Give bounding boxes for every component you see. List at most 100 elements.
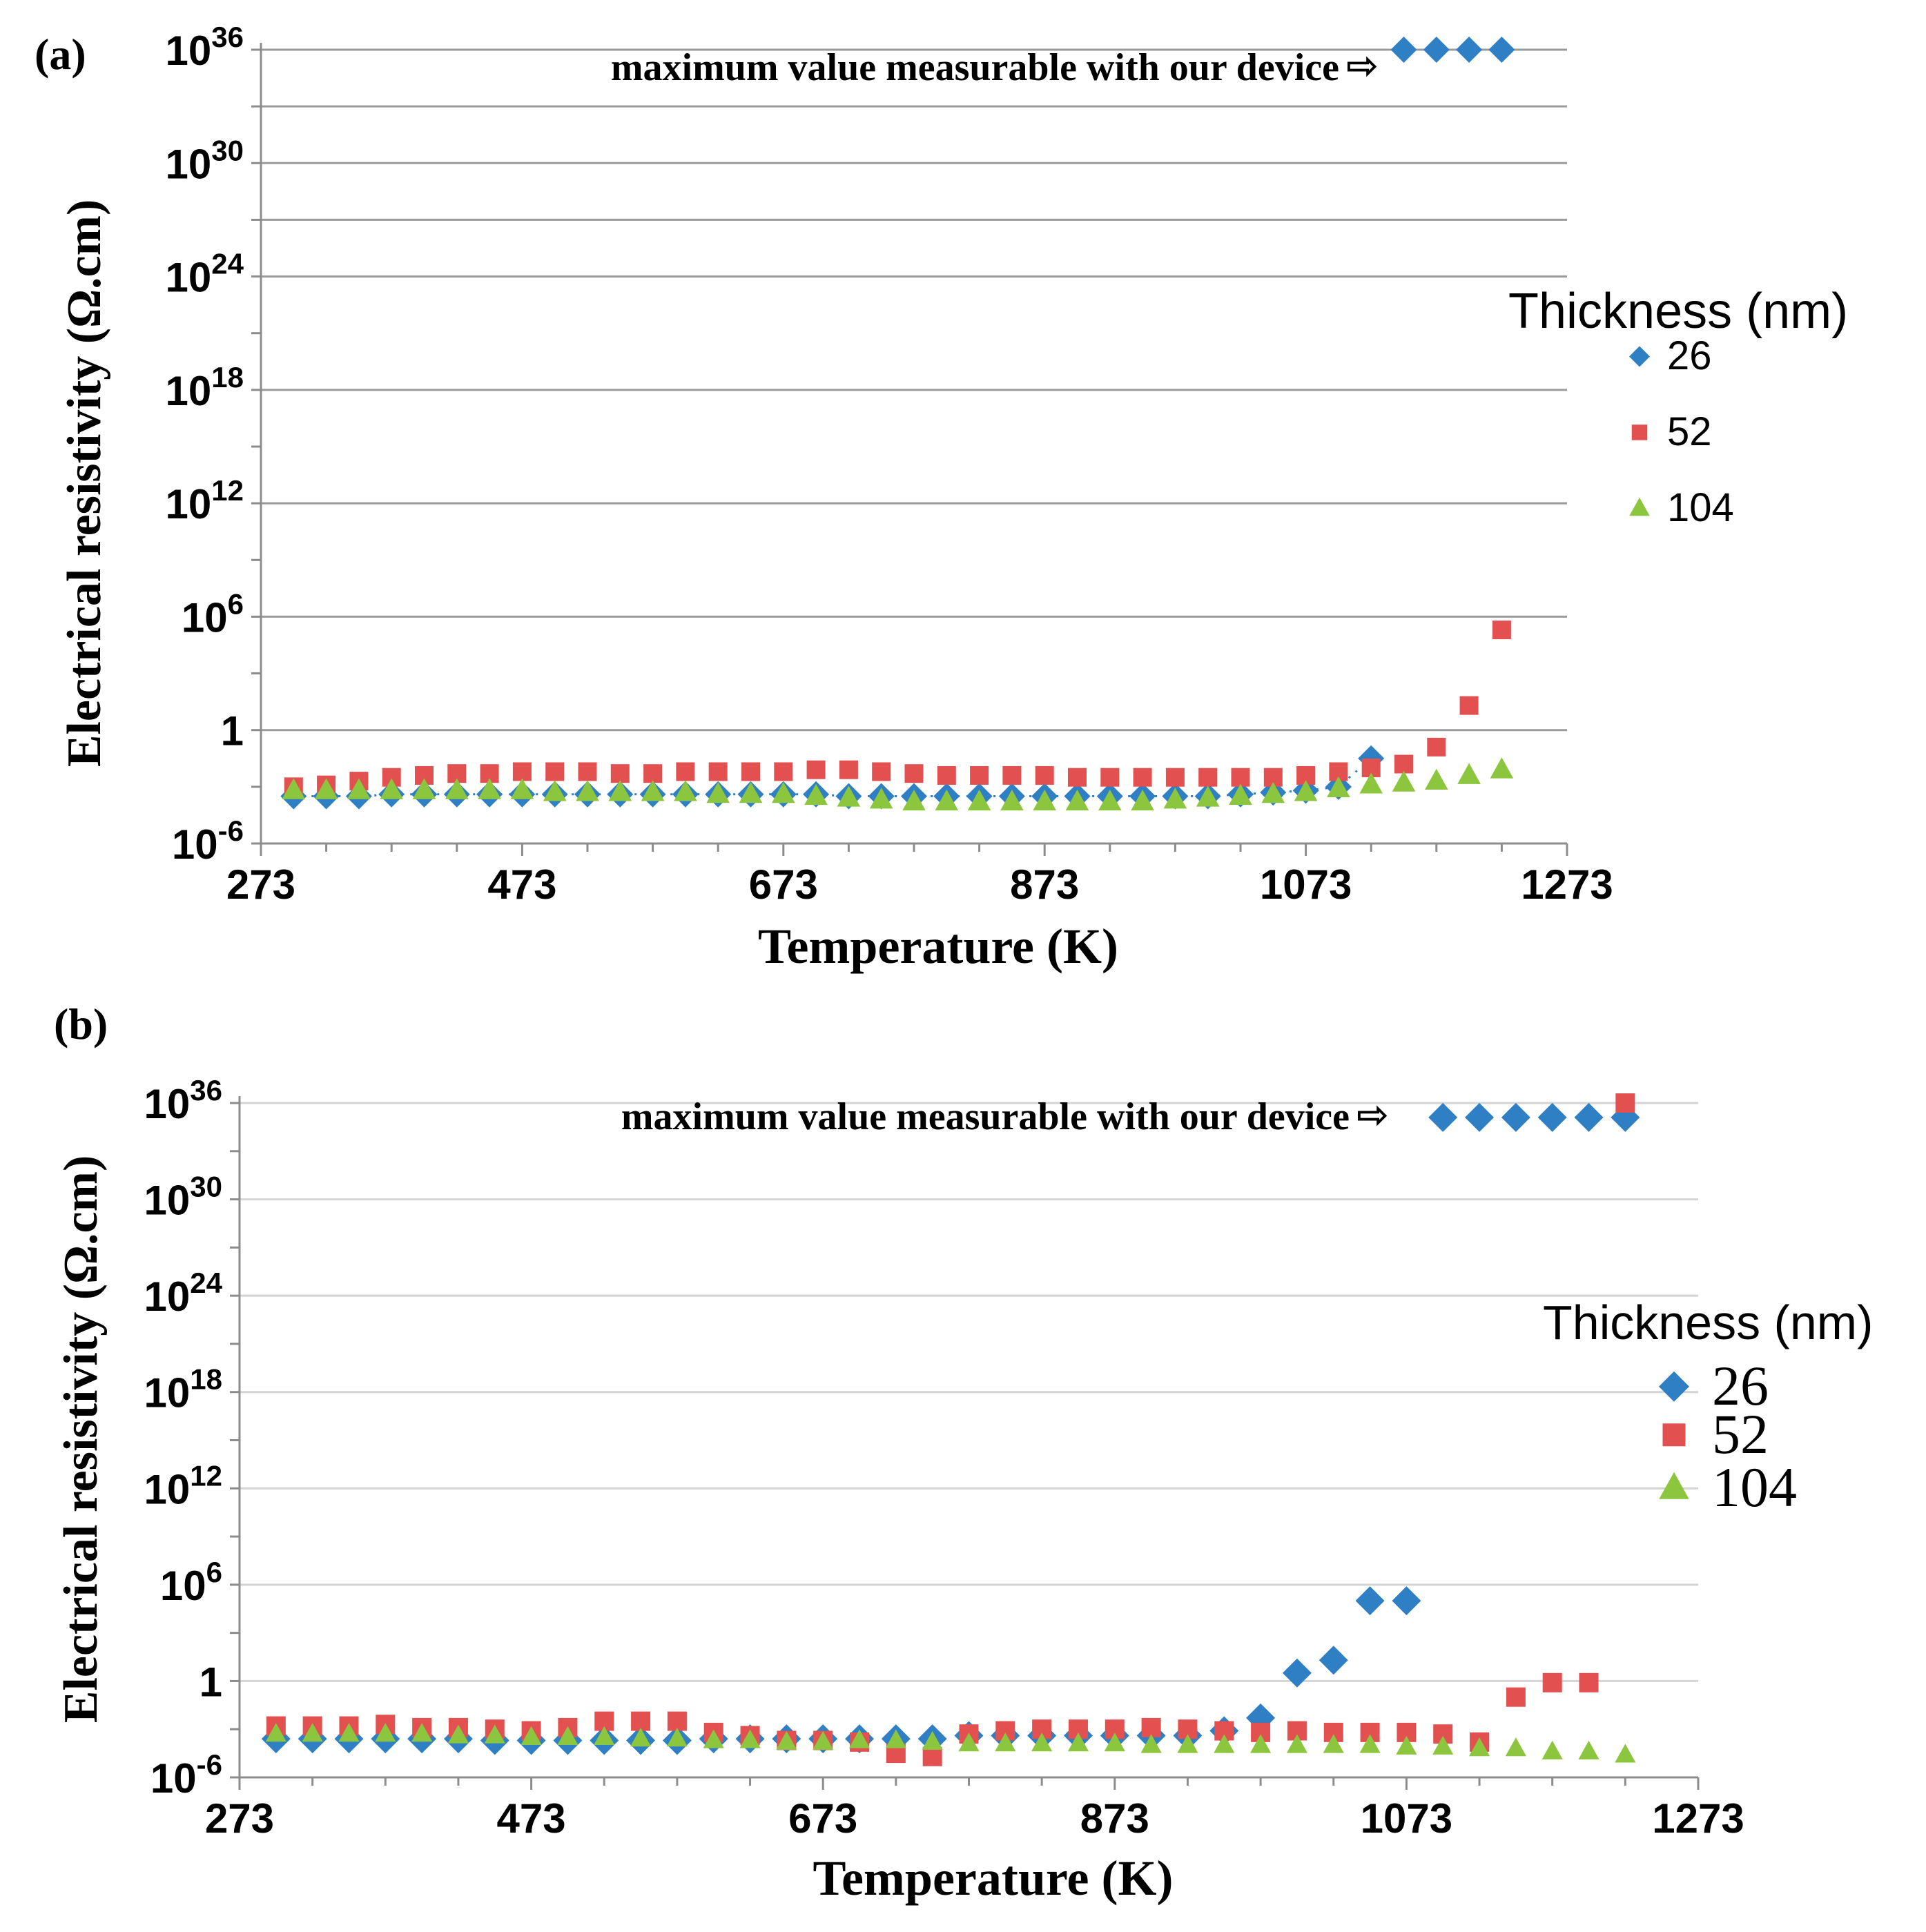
legend-entry-label: 52: [1667, 409, 1712, 454]
data-point: [1163, 788, 1187, 809]
data-point: [1424, 768, 1448, 790]
data-point: [594, 1726, 615, 1745]
data-point: [1141, 1717, 1161, 1737]
data-point: [885, 1729, 906, 1748]
data-point: [265, 1723, 286, 1742]
data-point: [1574, 1102, 1604, 1132]
y-axis-title: Electrical resistivity (Ω.cm): [55, 1155, 108, 1724]
y-tick-label: 1: [221, 708, 244, 754]
data-point: [1002, 765, 1022, 785]
y-tick-label: 106: [160, 1556, 222, 1609]
data-point: [839, 760, 858, 779]
data-point: [1294, 780, 1318, 801]
data-point: [1065, 789, 1089, 811]
data-point: [1615, 1093, 1635, 1113]
data-point: [578, 762, 597, 781]
y-tick-label: 1030: [144, 1171, 222, 1224]
data-point: [1394, 754, 1413, 774]
x-tick-label: 473: [487, 861, 556, 908]
data-point: [1100, 768, 1120, 787]
max-value-annotation: maximum value measurable with our device: [621, 1095, 1350, 1138]
series-104nm: [282, 757, 1514, 811]
data-point: [1501, 1102, 1530, 1132]
data-point: [706, 781, 730, 803]
data-point: [314, 778, 338, 799]
x-tick-label: 1073: [1361, 1795, 1452, 1842]
data-point: [674, 780, 697, 801]
data-point: [813, 1730, 834, 1750]
data-point: [1165, 768, 1185, 787]
x-axis-title: Temperature (K): [813, 1851, 1174, 1906]
data-point: [380, 778, 404, 799]
series-trend-line: [293, 757, 1372, 798]
data-point: [1177, 1734, 1198, 1753]
data-point: [1542, 1672, 1562, 1692]
y-tick-label: 1: [200, 1659, 222, 1705]
data-point: [1033, 789, 1057, 811]
data-point: [576, 780, 599, 801]
data-point: [837, 786, 861, 807]
data-point: [771, 781, 795, 803]
data-point: [804, 783, 828, 805]
x-tick-label: 873: [1010, 861, 1079, 908]
legend-title: Thickness (nm): [1508, 284, 1848, 339]
series-104nm: [265, 1723, 1636, 1763]
x-tick-label: 873: [1080, 1795, 1149, 1842]
data-point: [447, 1724, 469, 1744]
data-point: [1465, 1102, 1495, 1132]
data-point: [412, 778, 436, 799]
data-point: [630, 1728, 652, 1747]
data-point: [970, 765, 989, 785]
legend-marker: [1631, 425, 1648, 440]
data-point: [806, 760, 826, 779]
data-point: [1390, 37, 1417, 63]
x-tick-label: 1073: [1260, 861, 1352, 908]
data-point: [510, 778, 534, 799]
panel-label: (b): [54, 999, 108, 1048]
data-point: [1456, 37, 1483, 63]
x-tick-label: 473: [497, 1795, 566, 1842]
data-point: [1468, 1737, 1490, 1757]
data-point: [703, 1729, 724, 1748]
data-point: [869, 788, 893, 809]
data-point: [282, 778, 306, 799]
x-tick-label: 673: [788, 1795, 857, 1842]
series-52nm: [266, 1093, 1635, 1766]
legend-entry-label: 26: [1712, 1354, 1769, 1417]
panel-label: (a): [35, 30, 86, 79]
data-point: [1490, 757, 1514, 779]
data-point: [1537, 1102, 1567, 1132]
data-point: [1392, 770, 1416, 792]
data-point: [1505, 1737, 1526, 1757]
legend-marker: [1629, 346, 1650, 367]
x-axis-title: Temperature (K): [758, 919, 1118, 974]
y-tick-label: 1024: [166, 248, 244, 301]
chart-panel-a: 273 473 673 873 1073 1273 10-6 1 106 1012 1018 1024…: [35, 21, 1848, 974]
data-point: [512, 762, 532, 781]
series-52nm: [284, 621, 1511, 797]
data-point: [741, 762, 760, 781]
data-point: [1067, 1733, 1089, 1752]
annotation-arrow-icon: ⇨: [1356, 1093, 1389, 1136]
legend-title: Thickness (nm): [1543, 1296, 1873, 1349]
data-point: [1323, 1734, 1344, 1753]
data-point: [411, 1723, 433, 1742]
max-value-annotation: maximum value measurable with our device: [611, 46, 1339, 89]
data-point: [1359, 1734, 1381, 1753]
legend-marker: [1662, 1423, 1686, 1447]
data-point: [1327, 776, 1350, 797]
x-tick-label: 273: [226, 861, 295, 908]
data-point: [872, 762, 891, 781]
data-point: [958, 1733, 980, 1752]
data-point: [1214, 1734, 1235, 1753]
data-point: [1286, 1734, 1308, 1753]
data-point: [666, 1728, 688, 1747]
data-point: [375, 1723, 396, 1742]
data-point: [1506, 1687, 1526, 1707]
data-point: [1615, 1744, 1636, 1763]
data-point: [1133, 768, 1152, 787]
data-point: [302, 1723, 323, 1742]
data-point: [1457, 763, 1481, 784]
data-point: [1319, 1646, 1348, 1675]
